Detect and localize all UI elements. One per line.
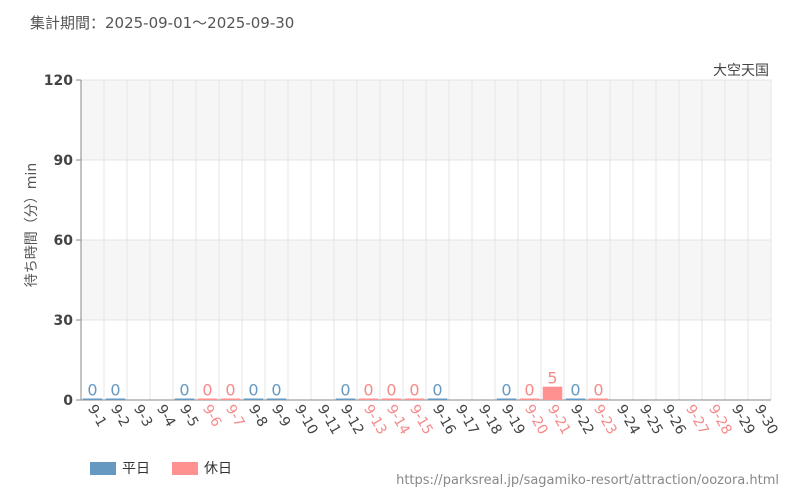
bar-9-23: [588, 398, 609, 400]
x-tick-label: 9-29: [728, 402, 758, 438]
x-tick-label: 9-30: [751, 402, 781, 438]
x-tick-label: 9-13: [360, 402, 390, 438]
bar-value-label: 0: [524, 381, 534, 400]
chart-subtitle: 大空天国: [713, 63, 769, 79]
x-tick-label: 9-5: [176, 402, 201, 430]
legend-label-holiday: 休日: [204, 461, 232, 477]
bar-value-label: 0: [225, 381, 235, 400]
x-tick-label: 9-18: [475, 402, 505, 438]
bar-9-21: [542, 386, 563, 400]
bar-value-label: 0: [179, 381, 189, 400]
bar-9-7: [220, 398, 241, 400]
x-tick-label: 9-25: [636, 402, 666, 438]
bar-9-14: [381, 398, 402, 400]
x-tick-label: 9-21: [544, 402, 574, 438]
bar-value-label: 0: [593, 381, 603, 400]
legend-swatch-weekday: [90, 461, 116, 475]
bar-9-16: [427, 398, 448, 400]
x-tick-label: 9-16: [429, 402, 459, 438]
x-tick-label: 9-6: [199, 402, 224, 430]
x-tick-label: 9-9: [268, 402, 293, 430]
bar-value-label: 0: [340, 381, 350, 400]
y-tick-label: 0: [63, 393, 73, 409]
y-tick-label: 90: [54, 153, 74, 169]
x-tick-label: 9-7: [222, 402, 247, 430]
bar-9-12: [335, 398, 356, 400]
bar-9-6: [197, 398, 218, 400]
bar-9-19: [496, 398, 517, 400]
legend-label-weekday: 平日: [122, 461, 150, 477]
x-tick-label: 9-11: [314, 402, 344, 438]
bar-value-label: 0: [271, 381, 281, 400]
bar-value-label: 0: [110, 381, 120, 400]
x-tick-label: 9-24: [613, 402, 643, 438]
bar-value-label: 0: [202, 381, 212, 400]
x-tick-label: 9-10: [291, 402, 321, 438]
bar-value-label: 0: [570, 381, 580, 400]
bar-9-15: [404, 398, 425, 400]
bar-value-label: 0: [248, 381, 258, 400]
bar-9-8: [243, 398, 264, 400]
period-label: 集計期間：2025-09-01～2025-09-30: [30, 14, 295, 32]
bar-9-1: [82, 398, 103, 400]
legend-swatch-holiday: [172, 461, 198, 475]
x-tick-label: 9-20: [521, 402, 551, 438]
x-tick-label: 9-2: [107, 402, 132, 430]
x-tick-label: 9-28: [705, 402, 735, 438]
x-tick-label: 9-12: [337, 402, 367, 438]
x-tick-label: 9-17: [452, 402, 482, 438]
bar-9-13: [358, 398, 379, 400]
x-tick-label: 9-22: [567, 402, 597, 438]
y-tick-label: 60: [54, 233, 74, 249]
legend-item-holiday[interactable]: 休日: [172, 458, 232, 478]
y-tick-label: 30: [54, 313, 74, 329]
x-tick-label: 9-23: [590, 402, 620, 438]
legend-item-weekday[interactable]: 平日: [90, 458, 150, 478]
bar-9-9: [266, 398, 287, 400]
bar-value-label: 0: [409, 381, 419, 400]
x-tick-label: 9-15: [406, 402, 436, 438]
bar-9-2: [105, 398, 126, 400]
legend: 平日 休日: [90, 458, 232, 478]
x-tick-label: 9-3: [130, 402, 155, 430]
x-tick-label: 9-19: [498, 402, 528, 438]
bar-value-label: 0: [501, 381, 511, 400]
bar-value-label: 5: [547, 369, 557, 388]
x-tick-label: 9-8: [245, 402, 270, 430]
source-url[interactable]: https://parksreal.jp/sagamiko-resort/att…: [396, 473, 779, 488]
bar-value-label: 0: [363, 381, 373, 400]
bar-value-label: 0: [386, 381, 396, 400]
x-tick-label: 9-26: [659, 402, 689, 438]
bar-value-label: 0: [432, 381, 442, 400]
x-tick-label: 9-27: [682, 402, 712, 438]
bar-9-22: [565, 398, 586, 400]
bar-value-label: 0: [87, 381, 97, 400]
y-tick-label: 120: [44, 73, 73, 89]
bar-9-5: [174, 398, 195, 400]
bar-9-20: [519, 398, 540, 400]
x-tick-label: 9-4: [153, 402, 178, 430]
x-tick-label: 9-14: [383, 402, 413, 438]
x-tick-label: 9-1: [84, 402, 109, 430]
